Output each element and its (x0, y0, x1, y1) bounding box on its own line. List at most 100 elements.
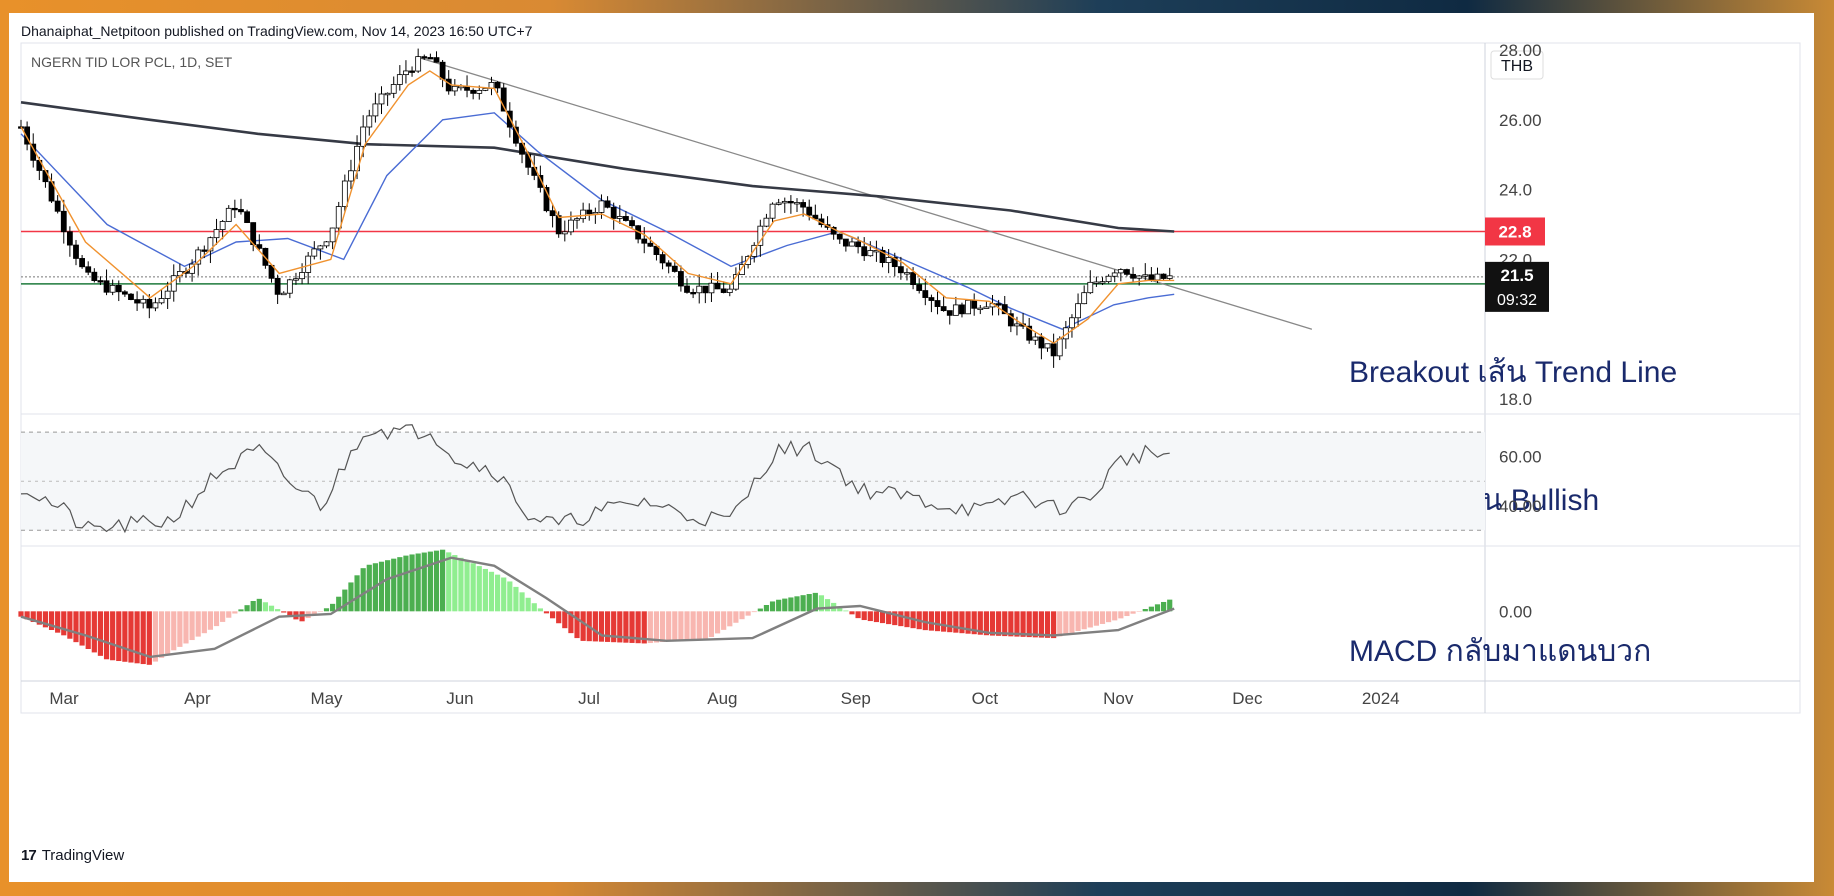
candle-body (1001, 304, 1008, 315)
candle-body (366, 115, 373, 128)
candle-body (1111, 272, 1118, 277)
candle-body (647, 242, 654, 247)
candle-body (769, 203, 776, 219)
candle-body (439, 61, 446, 80)
macd-bar (1087, 611, 1093, 628)
tradingview-footer[interactable]: 17 TradingView (21, 847, 124, 864)
time-tick-label: Mar (49, 689, 79, 708)
candle-body (476, 89, 483, 94)
candle-body (561, 231, 568, 235)
candle-body (1142, 274, 1149, 277)
candle-body (1160, 273, 1167, 279)
chart-frame (20, 42, 1801, 714)
candle-body (85, 266, 92, 273)
candle-body (775, 202, 782, 205)
macd-bar (103, 611, 110, 660)
candle-body (568, 219, 574, 233)
macd-bar (953, 611, 959, 633)
time-tick-label: 2024 (1362, 689, 1400, 708)
macd-bar (171, 611, 177, 651)
macd-bar (818, 595, 825, 612)
candle-body (946, 310, 953, 316)
candle-body (1099, 281, 1106, 284)
candle-body (739, 264, 745, 276)
macd-bar (867, 611, 873, 622)
macd-bar (79, 611, 85, 646)
candle-body (836, 233, 843, 240)
macd-bar (275, 609, 281, 612)
candle-body (146, 298, 153, 309)
macd-bar (134, 611, 140, 664)
candle-body (1069, 317, 1075, 329)
macd-bar (745, 611, 751, 616)
macd-bar (488, 571, 495, 612)
macd-bar (213, 611, 220, 627)
candle-body (861, 246, 868, 257)
macd-bar (1106, 611, 1112, 623)
macd-bar (238, 609, 244, 612)
macd-bar (470, 563, 476, 612)
macd-bar (513, 586, 519, 612)
candle-body (1032, 336, 1039, 341)
candle-body (293, 278, 299, 281)
currency-label: THB (1501, 58, 1533, 75)
time-tick-label: Apr (184, 689, 211, 708)
candle-body (140, 298, 147, 304)
macd-bar (537, 608, 543, 612)
macd-bar (446, 552, 452, 612)
macd-bar (464, 560, 470, 612)
macd-bar (220, 611, 226, 622)
candle-body (152, 302, 159, 309)
macd-bar (721, 611, 727, 630)
countdown-tag: 09:32 (1497, 292, 1537, 309)
ma-mid-line (20, 112, 1175, 330)
macd-bar (36, 611, 42, 625)
macd-bar (947, 611, 953, 633)
candle-body (433, 57, 440, 63)
currency-badge (1490, 50, 1544, 80)
candle-body (73, 244, 79, 259)
macd-bar (403, 555, 409, 612)
macd-bar (177, 611, 183, 647)
candle-body (702, 285, 709, 294)
candle-body (378, 93, 385, 105)
candle-body (812, 214, 819, 220)
candle-body (928, 297, 935, 301)
candle-body (763, 217, 770, 227)
macd-bar (1136, 611, 1142, 612)
candle-body (500, 87, 507, 112)
macd-signal-line (20, 556, 1175, 659)
candle-body (671, 265, 678, 272)
candle-body (653, 245, 660, 255)
candle-body (586, 209, 593, 215)
macd-bar (281, 611, 287, 613)
candle-body (348, 170, 354, 182)
rsi-tick-label: 40.00 (1499, 497, 1542, 516)
chart-canvas[interactable]: NGERN TID LOR PCL, 1D, SET THB18.022.024.… (9, 13, 1814, 882)
macd-bar (122, 611, 128, 662)
ma-slow-line (20, 101, 1175, 233)
candle-body (592, 212, 599, 215)
macd-bar (1142, 609, 1148, 612)
macd-bar (1148, 606, 1154, 612)
candle-body (806, 206, 813, 216)
candle-body (916, 284, 923, 291)
macd-bar (934, 611, 941, 632)
candle-body (1136, 275, 1143, 279)
candle-body (1007, 313, 1014, 327)
macd-bar (922, 611, 928, 631)
macd-bar (959, 611, 965, 634)
macd-bar (549, 611, 556, 619)
candle-body (922, 290, 929, 298)
macd-bar (226, 611, 232, 618)
price-tick-label: 24.0 (1499, 181, 1532, 200)
candle-body (965, 299, 971, 315)
tradingview-logo-icon: 17 (21, 847, 37, 864)
resistance-price-tag-bg (1485, 217, 1545, 246)
macd-bar (641, 611, 647, 644)
candle-body (121, 291, 128, 295)
macd-bar (1124, 611, 1130, 617)
macd-bar (342, 589, 348, 612)
macd-bar (268, 605, 275, 612)
candle-body (427, 57, 434, 60)
